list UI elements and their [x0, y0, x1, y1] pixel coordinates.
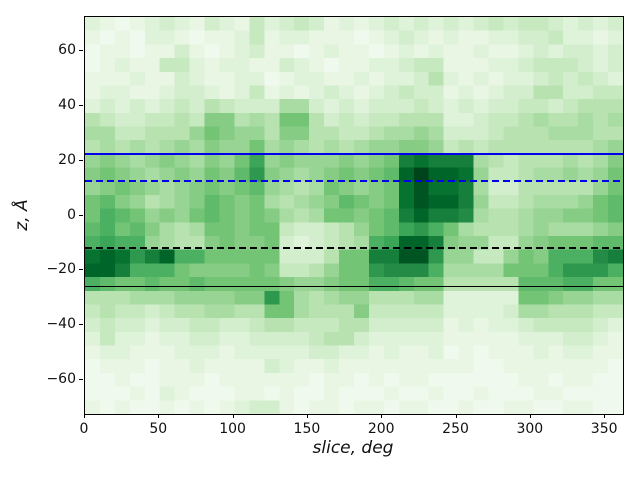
x-tick-label: 50 — [149, 421, 168, 437]
y-tick-mark — [79, 50, 83, 52]
y-tick-mark — [79, 159, 83, 161]
blue-dashed-line — [85, 179, 623, 182]
x-tick-label: 300 — [516, 421, 544, 437]
x-axis-label: slice, deg — [312, 438, 394, 458]
x-tick-label: 350 — [590, 421, 618, 437]
blue-solid-line — [85, 153, 623, 156]
y-tick-mark — [79, 104, 83, 106]
x-tick-label: 250 — [442, 421, 469, 437]
plot-area — [84, 16, 624, 415]
y-tick-mark — [79, 214, 83, 216]
y-axis-label: z, Å — [12, 199, 32, 231]
black-dashed-line — [85, 247, 623, 250]
x-tick-label: 150 — [293, 421, 321, 437]
x-tick-label: 100 — [219, 421, 246, 437]
y-tick-label: −60 — [46, 370, 76, 387]
heatmap-canvas — [85, 17, 623, 414]
y-tick-mark — [79, 324, 83, 326]
x-tick-label: 0 — [79, 421, 89, 437]
y-tick-mark — [79, 378, 83, 380]
black-solid-line — [85, 285, 623, 288]
x-tick-label: 200 — [367, 421, 395, 437]
y-tick-label: 40 — [58, 96, 76, 113]
y-tick-label: −40 — [46, 316, 76, 333]
y-tick-mark — [79, 269, 83, 271]
y-tick-label: 60 — [58, 42, 76, 59]
